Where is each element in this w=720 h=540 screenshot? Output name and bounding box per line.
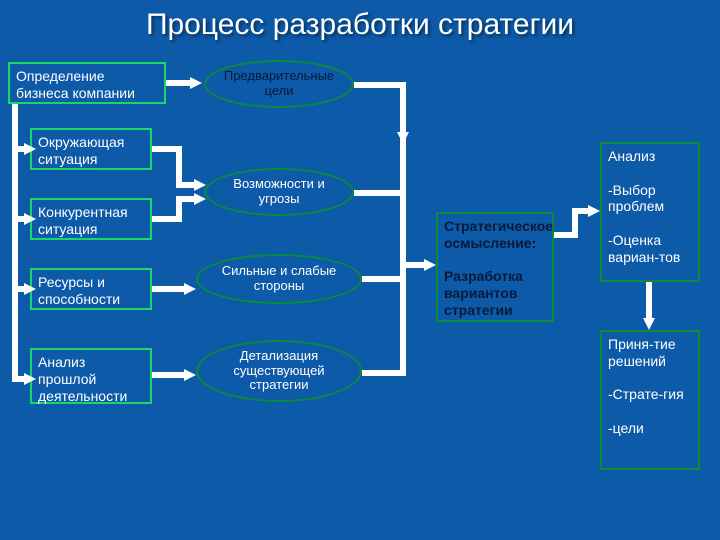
box-environment-label: Окружающая ситуация [38,134,144,168]
box-analysis-label: Анализ -Выбор проблем -Оценка вариан-тов [608,148,692,266]
arrow [362,370,406,376]
ellipse-detail-label: Детализация существующей стратегии [208,349,350,394]
arrow-head-icon [643,318,655,330]
arrow-head-icon [194,179,206,191]
arrow [176,196,196,202]
ellipse-detail: Детализация существующей стратегии [196,340,362,402]
arrow-head-icon [588,205,600,217]
arrow [176,182,196,188]
arrow [152,372,186,378]
arrow-head-icon [24,213,36,225]
box-decide: Приня-тие решений -Страте-гия -цели [600,330,700,470]
arrow-head-icon [190,77,202,89]
arrow [400,262,426,268]
arrow-head-icon [397,132,409,144]
ellipse-ot: Возможности и угрозы [204,168,354,216]
arrow [152,286,186,292]
box-competition: Конкурентная ситуация [30,198,152,240]
ellipse-sw-label: Сильные и слабые стороны [208,264,350,294]
arrow [166,80,192,86]
arrow-head-icon [424,259,436,271]
box-business: Определение бизнеса компании [8,62,166,104]
ellipse-goals: Предварительные цели [204,60,354,108]
page-title: Процесс разработки стратегии [0,8,720,42]
box-analysis: Анализ -Выбор проблем -Оценка вариан-тов [600,142,700,282]
arrow-head-icon [24,373,36,385]
arrow [362,276,406,282]
box-competition-label: Конкурентная ситуация [38,204,144,238]
box-resources: Ресурсы и способности [30,268,152,310]
box-environment: Окружающая ситуация [30,128,152,170]
box-past-label: Анализ прошлой деятельности [38,354,144,404]
box-decide-label: Приня-тие решений -Страте-гия -цели [608,336,692,437]
arrow [354,190,406,196]
box-business-label: Определение бизнеса компании [16,68,158,102]
ellipse-sw: Сильные и слабые стороны [196,254,362,304]
box-strategy-label: Стратегическое осмысление: Разработка ва… [444,218,553,319]
ellipse-goals-label: Предварительные цели [216,69,342,99]
box-past: Анализ прошлой деятельности [30,348,152,404]
arrow-head-icon [24,283,36,295]
arrow-head-icon [184,283,196,295]
arrow-head-icon [24,143,36,155]
arrow [354,82,406,88]
arrow-head-icon [184,369,196,381]
arrow-head-icon [194,193,206,205]
box-resources-label: Ресурсы и способности [38,274,144,308]
box-strategy: Стратегическое осмысление: Разработка ва… [436,212,554,322]
arrow [646,282,652,320]
ellipse-ot-label: Возможности и угрозы [216,177,342,207]
arrow [400,82,406,376]
